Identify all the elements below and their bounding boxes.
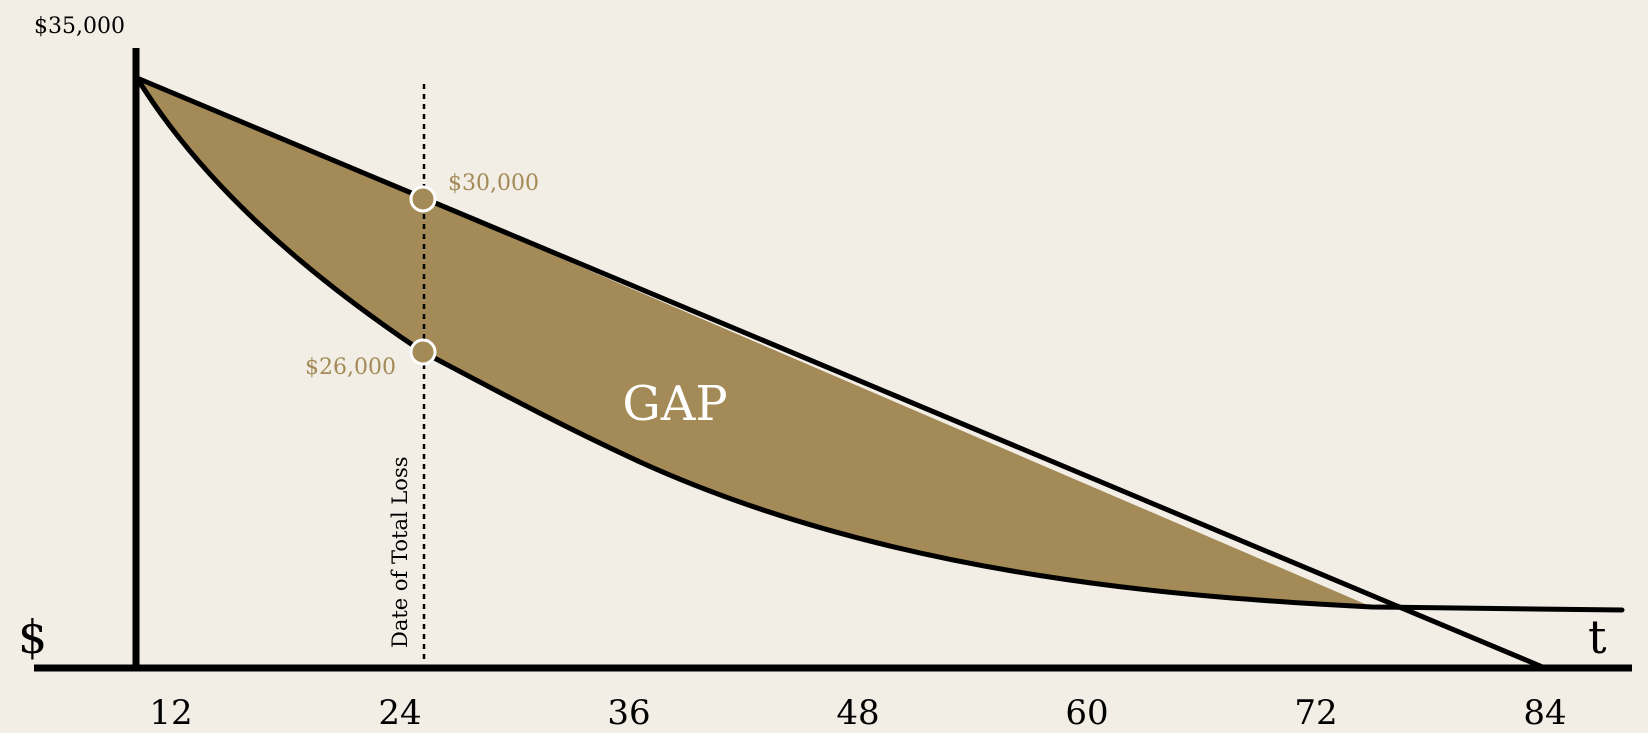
x-tick-label: 60 <box>1065 693 1108 733</box>
gap-label: GAP <box>622 376 727 432</box>
x-tick-labels: 12 24 36 48 60 72 84 <box>149 693 1566 733</box>
vehicle-value-label: $26,000 <box>305 355 396 380</box>
x-tick-label: 84 <box>1523 693 1566 733</box>
x-tick-label: 12 <box>149 693 192 733</box>
x-axis-symbol: t <box>1588 610 1607 664</box>
x-tick-label: 48 <box>836 693 879 733</box>
total-loss-date-label: Date of Total Loss <box>388 456 412 648</box>
loan-balance-line <box>134 75 1548 671</box>
loan-balance-point <box>409 185 437 213</box>
top-value-label: $35,000 <box>34 14 125 39</box>
x-tick-label: 24 <box>378 693 421 733</box>
gap-area <box>137 78 1372 607</box>
vehicle-value-point <box>409 338 437 366</box>
x-tick-label: 72 <box>1294 693 1337 733</box>
x-tick-label: 36 <box>607 693 650 733</box>
y-axis-symbol: $ <box>18 610 47 664</box>
loan-balance-value-label: $30,000 <box>448 171 539 196</box>
vehicle-value-curve <box>134 75 1625 613</box>
